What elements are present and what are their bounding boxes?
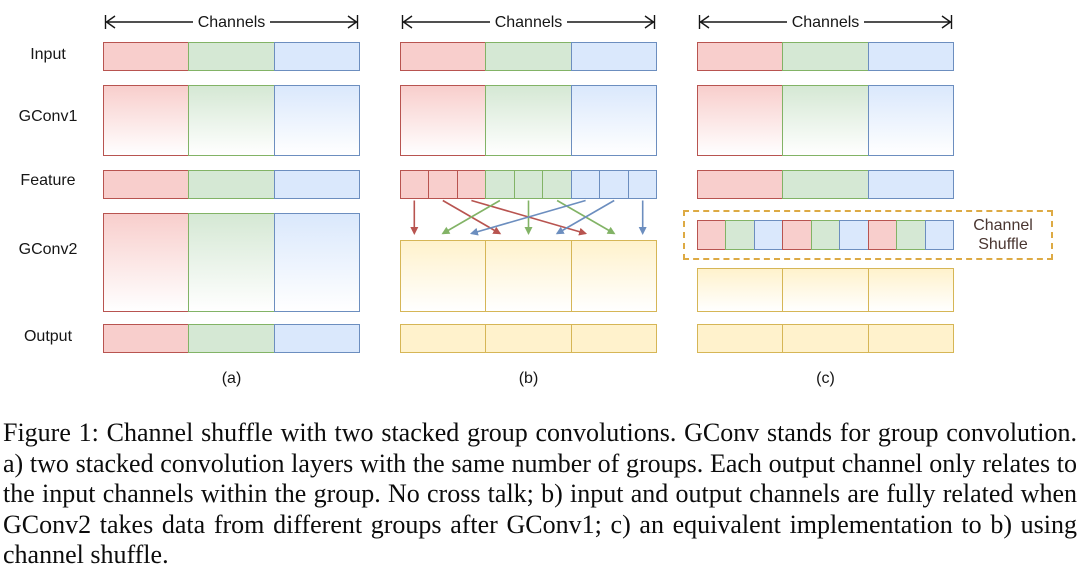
blue-block	[867, 85, 954, 156]
output-row	[400, 324, 657, 353]
blue-block	[570, 42, 657, 71]
yellow-block	[400, 324, 487, 353]
output-row	[697, 324, 954, 353]
green-block	[782, 42, 869, 71]
channel-shuffle-label: Channel Shuffle	[973, 217, 1033, 253]
red-block	[697, 170, 784, 199]
blue-block	[570, 85, 657, 156]
feature-segments-row	[400, 170, 657, 199]
blue-block	[627, 170, 657, 199]
yellow-block	[697, 324, 784, 353]
red-block	[456, 170, 487, 199]
blue-block	[570, 170, 601, 199]
input-row	[697, 42, 954, 71]
gconv2-row	[400, 240, 657, 312]
red-block	[103, 42, 190, 71]
blue-block	[599, 170, 629, 199]
blue-block	[273, 170, 360, 199]
green-block	[542, 170, 572, 199]
gconv1-row	[103, 85, 360, 156]
gconv2-row	[103, 213, 360, 312]
channels-label: Channels	[792, 14, 860, 31]
panel-label-b: (b)	[518, 370, 539, 387]
yellow-block	[570, 240, 657, 312]
green-block	[782, 170, 869, 199]
channel-shuffle-box: Channel Shuffle	[683, 210, 1053, 260]
green-block	[725, 220, 755, 250]
feature-row	[103, 170, 360, 199]
panel-label-a: (a)	[221, 370, 242, 387]
red-block	[400, 42, 487, 71]
output-row	[103, 324, 360, 353]
red-block	[697, 85, 784, 156]
green-block	[188, 324, 275, 353]
blue-block	[867, 170, 954, 199]
green-block	[896, 220, 926, 250]
blue-block	[753, 220, 784, 250]
green-block	[513, 170, 544, 199]
green-block	[485, 85, 572, 156]
blue-block	[839, 220, 869, 250]
red-block	[782, 220, 812, 250]
blue-block	[273, 42, 360, 71]
green-block	[188, 213, 275, 312]
green-block	[188, 170, 275, 199]
input-row	[400, 42, 657, 71]
panel-c: Channels Channel Shuffle (c)	[683, 0, 1053, 400]
shuffled-segments-row	[697, 220, 954, 250]
channels-label: Channels	[198, 14, 266, 31]
channels-arrow: Channels	[104, 14, 359, 31]
yellow-block	[570, 324, 657, 353]
yellow-block	[485, 240, 572, 312]
row-label-gconv2: GConv2	[18, 241, 78, 258]
green-block	[188, 85, 275, 156]
row-label-gconv1: GConv1	[18, 108, 78, 125]
red-block	[400, 170, 430, 199]
input-row	[103, 42, 360, 71]
red-block	[428, 170, 458, 199]
red-block	[400, 85, 487, 156]
green-block	[485, 170, 515, 199]
green-block	[782, 85, 869, 156]
yellow-block	[867, 324, 954, 353]
green-block	[485, 42, 572, 71]
red-block	[103, 170, 190, 199]
gconv1-row	[400, 85, 657, 156]
yellow-block	[400, 240, 487, 312]
channels-arrow: Channels	[401, 14, 656, 31]
red-block	[103, 85, 190, 156]
blue-block	[273, 85, 360, 156]
red-block	[867, 220, 898, 250]
row-label-feature: Feature	[20, 172, 76, 189]
feature-row	[697, 170, 954, 199]
row-label-output: Output	[23, 328, 73, 345]
red-block	[697, 42, 784, 71]
green-block	[188, 42, 275, 71]
gconv2-row	[697, 268, 954, 312]
blue-block	[273, 324, 360, 353]
channels-arrow: Channels	[698, 14, 953, 31]
blue-block	[867, 42, 954, 71]
panel-label-c: (c)	[816, 370, 835, 387]
row-label-input: Input	[30, 46, 66, 63]
red-block	[103, 324, 190, 353]
shuffle-arrows-svg	[410, 199, 647, 236]
figure-caption: Figure 1: Channel shuffle with two stack…	[3, 418, 1077, 570]
yellow-block	[697, 268, 784, 312]
panel-b: Channels (b)	[400, 0, 657, 400]
yellow-block	[485, 324, 572, 353]
yellow-block	[782, 324, 869, 353]
gconv1-row	[697, 85, 954, 156]
yellow-block	[867, 268, 954, 312]
channels-label: Channels	[495, 14, 563, 31]
red-block	[697, 220, 727, 250]
panel-a: Channels (a)	[103, 0, 360, 400]
blue-block	[273, 213, 360, 312]
blue-block	[924, 220, 954, 250]
red-block	[103, 213, 190, 312]
yellow-block	[782, 268, 869, 312]
green-block	[810, 220, 841, 250]
